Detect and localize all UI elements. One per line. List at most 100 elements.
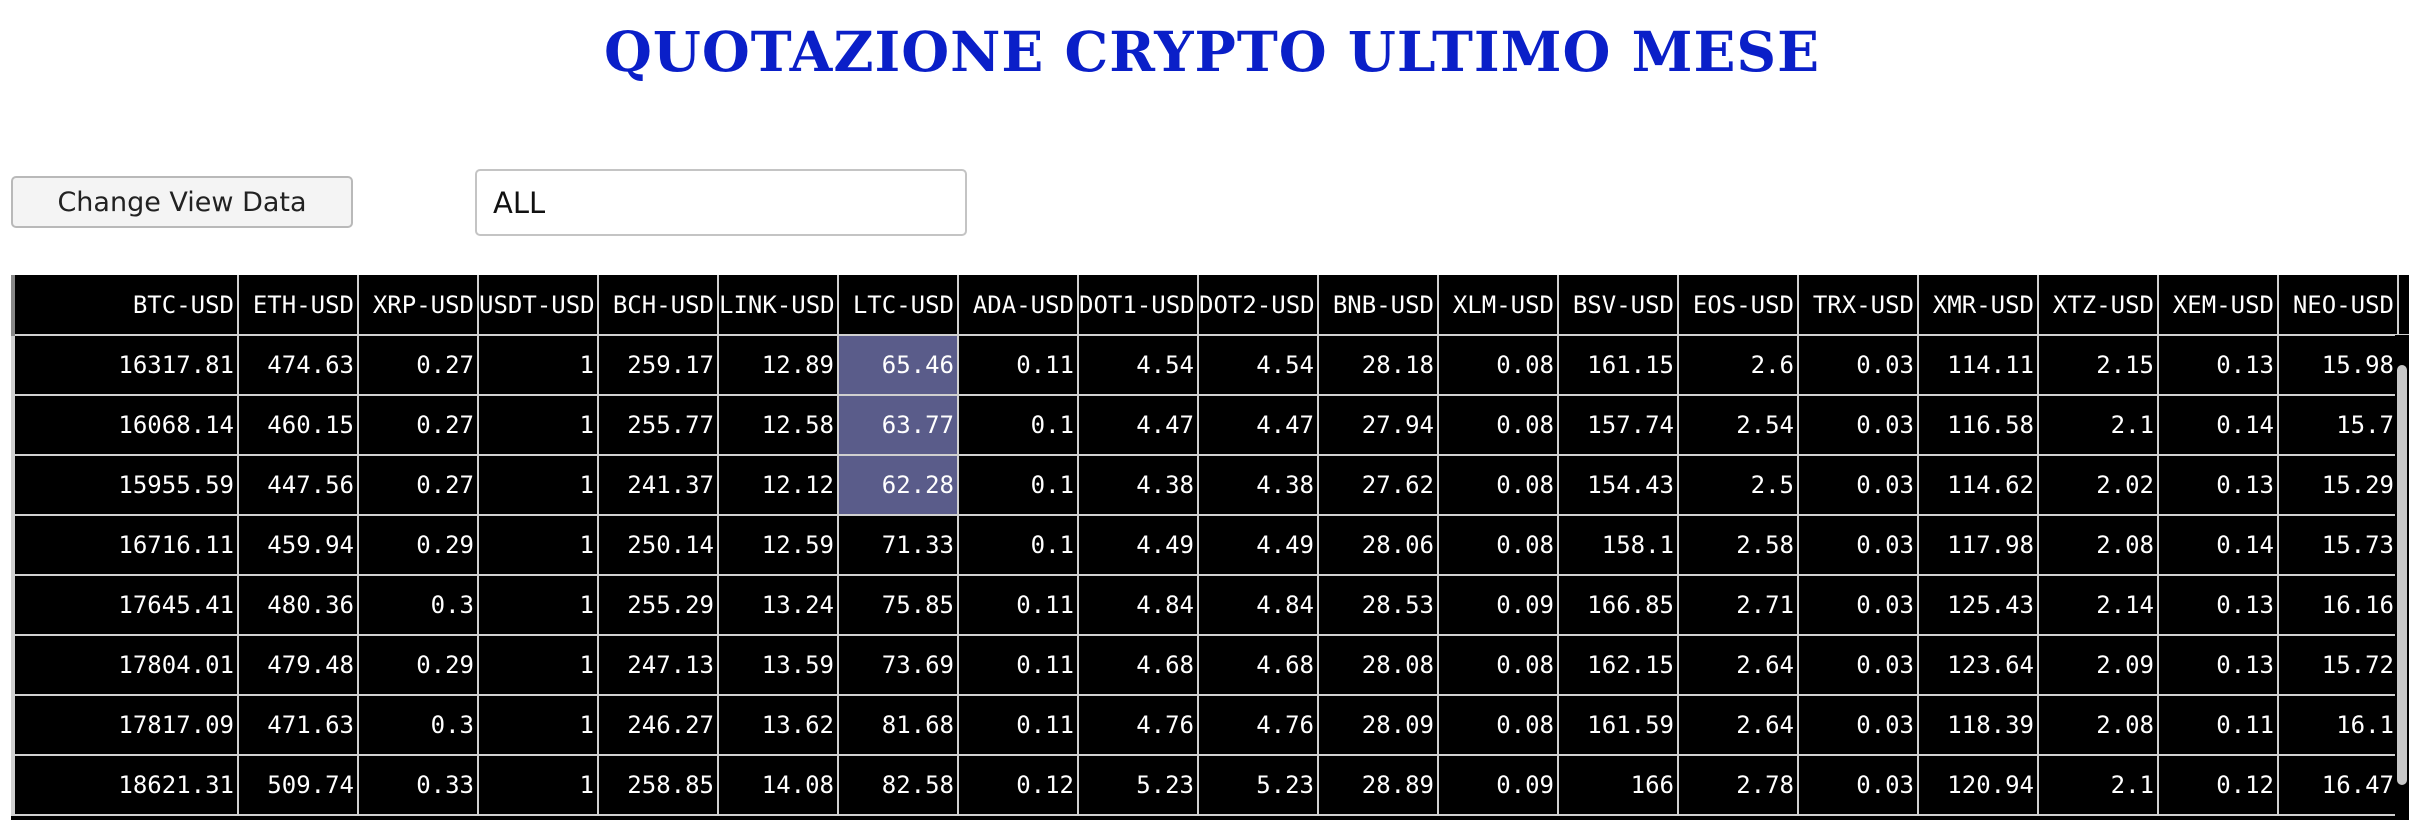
- column-header: A: [2397, 275, 2409, 336]
- table-cell: 255.77: [597, 394, 719, 456]
- table-cell: 0.11: [957, 634, 1079, 696]
- table-cell: 0.08: [1437, 454, 1559, 516]
- table-cell: 0.1: [957, 514, 1079, 576]
- vertical-scrollbar[interactable]: [2395, 335, 2409, 820]
- table-row[interactable]: 16068.14 460.15 0.27 1 255.77 12.58 63.77 0.1 4.…: [11, 394, 2409, 456]
- table-cell: 0.1: [957, 394, 1079, 456]
- table-cell: 479.48: [237, 634, 359, 696]
- table-cell: 27.62: [1317, 454, 1439, 516]
- table-cell: 0.03: [1797, 754, 1919, 816]
- table-row[interactable]: 15955.59 447.56 0.27 1 241.37 12.12 62.28 0.1 4.…: [11, 454, 2409, 516]
- change-view-data-button[interactable]: Change View Data: [11, 176, 353, 228]
- table-cell: 65.46: [837, 334, 959, 396]
- table-cell: 12.58: [717, 394, 839, 456]
- table-cell: 125.43: [1917, 574, 2039, 636]
- crypto-filter-input[interactable]: [475, 169, 967, 236]
- table-row[interactable]: 16716.11 459.94 0.29 1 250.14 12.59 71.33 0.1 4.…: [11, 514, 2409, 576]
- table-cell: 62.28: [837, 454, 959, 516]
- table-cell: 2.14: [2037, 574, 2159, 636]
- table-cell: 16.16: [2277, 574, 2399, 636]
- table-cell: 471.63: [237, 694, 359, 756]
- table-cell: 2.71: [1677, 574, 1799, 636]
- table-cell: 2.02: [2037, 454, 2159, 516]
- table-cell: 0.09: [1437, 574, 1559, 636]
- table-cell: 4.47: [1077, 394, 1199, 456]
- table-cell: 0.03: [1797, 514, 1919, 576]
- table-cell: 4.54: [1197, 334, 1319, 396]
- table-cell: 2.08: [2037, 694, 2159, 756]
- table-cell: 247.13: [597, 634, 719, 696]
- table-cell: 0.08: [1437, 514, 1559, 576]
- table-cell: 1: [477, 454, 599, 516]
- table-cell: 162.15: [1557, 634, 1679, 696]
- table-cell: 4.49: [1077, 514, 1199, 576]
- table-cell: 4.38: [1197, 454, 1319, 516]
- table-cell: 2.1: [2037, 394, 2159, 456]
- table-cell: 2.78: [1677, 754, 1799, 816]
- table-cell: 2.6: [1677, 334, 1799, 396]
- column-header: ADA-USD: [957, 275, 1079, 336]
- table-cell: 0.13: [2157, 634, 2279, 696]
- column-header: XTZ-USD: [2037, 275, 2159, 336]
- table-cell: 0.08: [1437, 694, 1559, 756]
- table-cell: 118.39: [1917, 694, 2039, 756]
- table-cell: 1: [477, 754, 599, 816]
- table-cell: 0.27: [357, 334, 479, 396]
- quote-table-container[interactable]: BTC-USD ETH-USD XRP-USD USDT-USD BCH-USD LINK…: [11, 275, 2409, 820]
- column-header: XRP-USD: [357, 275, 479, 336]
- column-header: LTC-USD: [837, 275, 959, 336]
- table-cell: 16716.11: [11, 514, 239, 576]
- column-header: DOT2-USD: [1197, 275, 1319, 336]
- column-header: ETH-USD: [237, 275, 359, 336]
- table-cell: 459.94: [237, 514, 359, 576]
- table-cell: 4.47: [1197, 394, 1319, 456]
- table-cell: 114.62: [1917, 454, 2039, 516]
- table-header-row: BTC-USD ETH-USD XRP-USD USDT-USD BCH-USD LINK…: [11, 275, 2409, 336]
- table-cell: 246.27: [597, 694, 719, 756]
- table-cell: 14.08: [717, 754, 839, 816]
- table-cell: 116.58: [1917, 394, 2039, 456]
- table-cell: 2.64: [1677, 694, 1799, 756]
- page-title: QUOTAZIONE CRYPTO ULTIMO MESE: [603, 19, 1821, 84]
- table-cell: 2.09: [2037, 634, 2159, 696]
- table-cell: 0.3: [357, 574, 479, 636]
- table-cell: 17645.41: [11, 574, 239, 636]
- table-cell: 0.03: [1797, 574, 1919, 636]
- table-cell: 258.85: [597, 754, 719, 816]
- table-cell: 0.29: [357, 514, 479, 576]
- table-cell: 4.84: [1077, 574, 1199, 636]
- scrollbar-thumb[interactable]: [2397, 365, 2407, 785]
- table-cell: 0.11: [2157, 694, 2279, 756]
- table-cell: 13.62: [717, 694, 839, 756]
- column-header: XMR-USD: [1917, 275, 2039, 336]
- table-cell: 0.27: [357, 394, 479, 456]
- table-cell: 0.03: [1797, 634, 1919, 696]
- table-cell: 2.64: [1677, 634, 1799, 696]
- table-cell: 17817.09: [11, 694, 239, 756]
- table-row[interactable]: 16317.81 474.63 0.27 1 259.17 12.89 65.46 0.11 4…: [11, 334, 2409, 396]
- table-cell: 161.59: [1557, 694, 1679, 756]
- column-header: XLM-USD: [1437, 275, 1559, 336]
- table-cell: 82.58: [837, 754, 959, 816]
- table-cell: 1: [477, 574, 599, 636]
- table-row[interactable]: 17817.09 471.63 0.3 1 246.27 13.62 81.68 0.11 4.…: [11, 694, 2409, 756]
- table-cell: 0.33: [357, 754, 479, 816]
- table-cell: 2.15: [2037, 334, 2159, 396]
- table-row[interactable]: 17645.41 480.36 0.3 1 255.29 13.24 75.85 0.11 4.…: [11, 574, 2409, 636]
- table-cell: 166.85: [1557, 574, 1679, 636]
- table-cell: 1: [477, 514, 599, 576]
- table-cell: 166: [1557, 754, 1679, 816]
- table-cell: 15.73: [2277, 514, 2399, 576]
- table-cell: 117.98: [1917, 514, 2039, 576]
- table-cell: 255.29: [597, 574, 719, 636]
- table-cell: 1: [477, 694, 599, 756]
- column-header: EOS-USD: [1677, 275, 1799, 336]
- table-row[interactable]: 18621.31 509.74 0.33 1 258.85 14.08 82.58 0.12 5…: [11, 754, 2409, 816]
- table-row[interactable]: 17804.01 479.48 0.29 1 247.13 13.59 73.69 0.11 4…: [11, 634, 2409, 696]
- column-header: BCH-USD: [597, 275, 719, 336]
- table-cell: 0.09: [1437, 754, 1559, 816]
- table-cell: 12.12: [717, 454, 839, 516]
- table-cell: 73.69: [837, 634, 959, 696]
- table-cell: 16068.14: [11, 394, 239, 456]
- table-cell: 0.03: [1797, 394, 1919, 456]
